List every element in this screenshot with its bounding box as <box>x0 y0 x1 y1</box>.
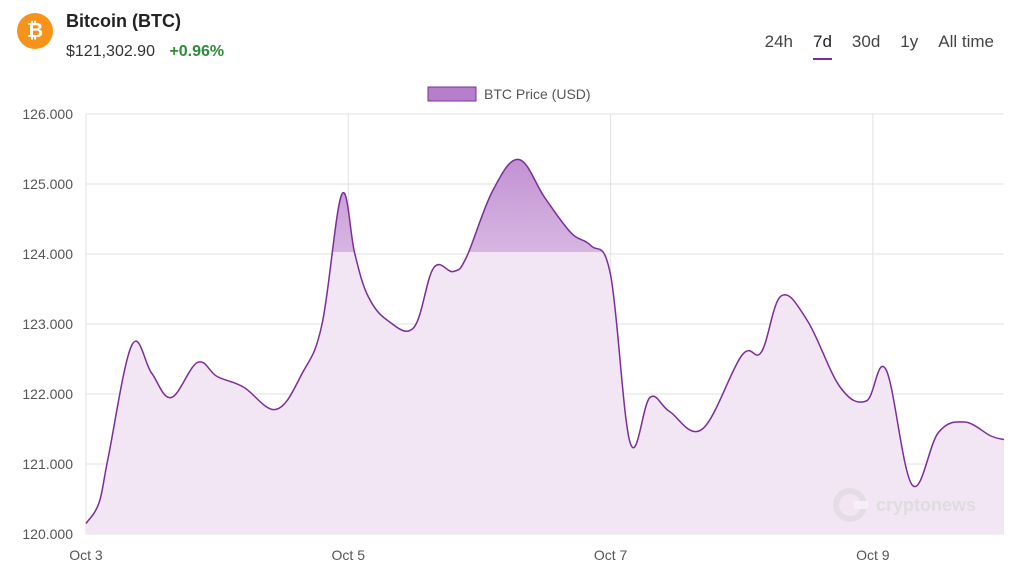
legend-label: BTC Price (USD) <box>484 86 591 102</box>
tab-30d[interactable]: 30d <box>851 32 881 51</box>
y-tick-label: 122.000 <box>22 386 73 402</box>
x-tick-label: Oct 9 <box>856 547 890 563</box>
watermark: cryptonews <box>833 488 976 522</box>
x-tick-label: Oct 3 <box>69 547 103 563</box>
price-line <box>85 158 1005 524</box>
y-tick-label: 120.000 <box>22 526 73 542</box>
price-change: +0.96% <box>169 43 225 60</box>
y-tick-label: 125.000 <box>22 176 73 192</box>
tab-7d[interactable]: 7d <box>813 32 832 60</box>
y-tick-label: 126.000 <box>22 106 73 122</box>
y-tick-label: 124.000 <box>22 246 73 262</box>
bitcoin-logo-icon: ₿ <box>17 13 53 49</box>
cryptonews-logo-icon <box>833 488 868 522</box>
watermark-text: cryptonews <box>876 495 976 515</box>
axis-labels: 120.000 121.000 122.000 123.000 124.000 125.0… <box>22 106 889 563</box>
legend-swatch <box>427 86 477 102</box>
coin-title: Bitcoin (BTC) <box>66 11 181 31</box>
tab-1y[interactable]: 1y <box>900 32 919 51</box>
current-price: $121,302.90 <box>66 43 155 60</box>
legend: BTC Price (USD) <box>427 86 591 102</box>
x-tick-label: Oct 5 <box>332 547 366 563</box>
area-layer <box>85 158 1005 534</box>
price-area-highlight <box>332 159 604 252</box>
y-tick-label: 121.000 <box>22 456 73 472</box>
x-tick-label: Oct 7 <box>594 547 628 563</box>
tab-24h[interactable]: 24h <box>764 32 793 51</box>
y-tick-label: 123.000 <box>22 316 73 332</box>
timeframe-tabs: 24h 7d 30d 1y All time <box>765 32 994 60</box>
tab-all-time[interactable]: All time <box>938 32 994 51</box>
price-row: $121,302.90 +0.96% <box>66 43 224 61</box>
price-area-fill <box>86 159 1004 534</box>
